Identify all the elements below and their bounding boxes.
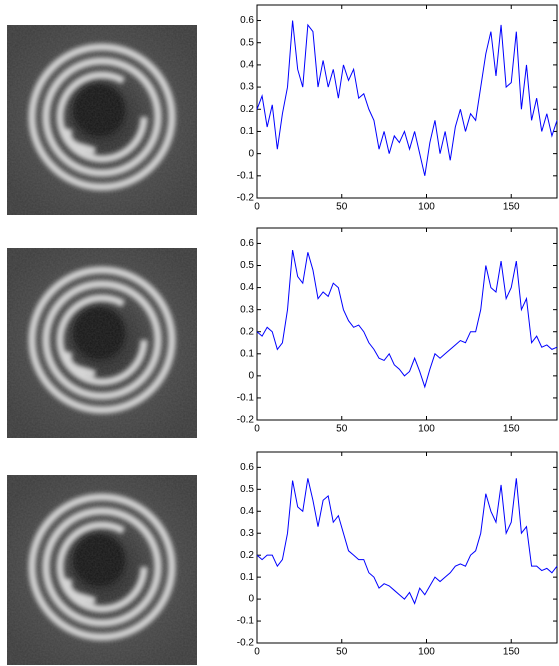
y-tick-label: 0.1 — [240, 572, 254, 583]
image — [7, 475, 197, 665]
y-tick-label: 0.6 — [240, 238, 254, 249]
x-tick-label: 100 — [418, 424, 435, 435]
y-tick-label: -0.1 — [237, 393, 255, 404]
y-tick-label: -0.1 — [237, 616, 255, 627]
y-tick-label: 0.4 — [240, 60, 254, 71]
plot-area — [256, 451, 558, 644]
line — [256, 249, 558, 389]
image — [7, 25, 197, 215]
y-tick-label: 0.6 — [240, 462, 254, 473]
y-tick-label: 0.5 — [240, 260, 254, 271]
y-tick-label: 0.2 — [240, 104, 254, 115]
x-tick-label: 0 — [254, 647, 260, 658]
y-tick-label: 0.5 — [240, 484, 254, 495]
line — [256, 478, 558, 605]
y-tick-label: -0.2 — [237, 415, 255, 426]
x-tick-label: 0 — [254, 202, 260, 213]
y-tick-label: 0.3 — [240, 528, 254, 539]
y-tick-label: 0.4 — [240, 282, 254, 293]
image — [7, 248, 197, 438]
y-tick-label: 0.4 — [240, 506, 254, 517]
y-tick-label: 0.2 — [240, 326, 254, 337]
x-tick-label: 100 — [418, 647, 435, 658]
x-tick-label: 150 — [503, 202, 520, 213]
y-tick-label: -0.2 — [237, 638, 255, 649]
y-tick-label: 0 — [248, 594, 254, 605]
x-tick-label: 50 — [336, 647, 348, 658]
y-tick-label: -0.1 — [237, 170, 255, 181]
plot-area — [256, 4, 558, 199]
y-tick-label: 0 — [248, 371, 254, 382]
y-tick-label: 0.1 — [240, 348, 254, 359]
y-tick-label: 0 — [248, 148, 254, 159]
y-tick-label: 0.6 — [240, 15, 254, 26]
y-tick-label: 0.3 — [240, 82, 254, 93]
plot-area — [256, 227, 558, 421]
y-tick-label: 0.2 — [240, 550, 254, 561]
y-tick-label: -0.2 — [237, 193, 255, 204]
x-tick-label: 0 — [254, 424, 260, 435]
y-tick-label: 0.3 — [240, 304, 254, 315]
y-tick-label: 0.1 — [240, 126, 254, 137]
x-tick-label: 50 — [336, 424, 348, 435]
x-tick-label: 50 — [336, 202, 348, 213]
y-tick-label: 0.5 — [240, 37, 254, 48]
x-tick-label: 150 — [503, 424, 520, 435]
x-tick-label: 150 — [503, 647, 520, 658]
x-tick-label: 100 — [418, 202, 435, 213]
line — [256, 20, 558, 176]
